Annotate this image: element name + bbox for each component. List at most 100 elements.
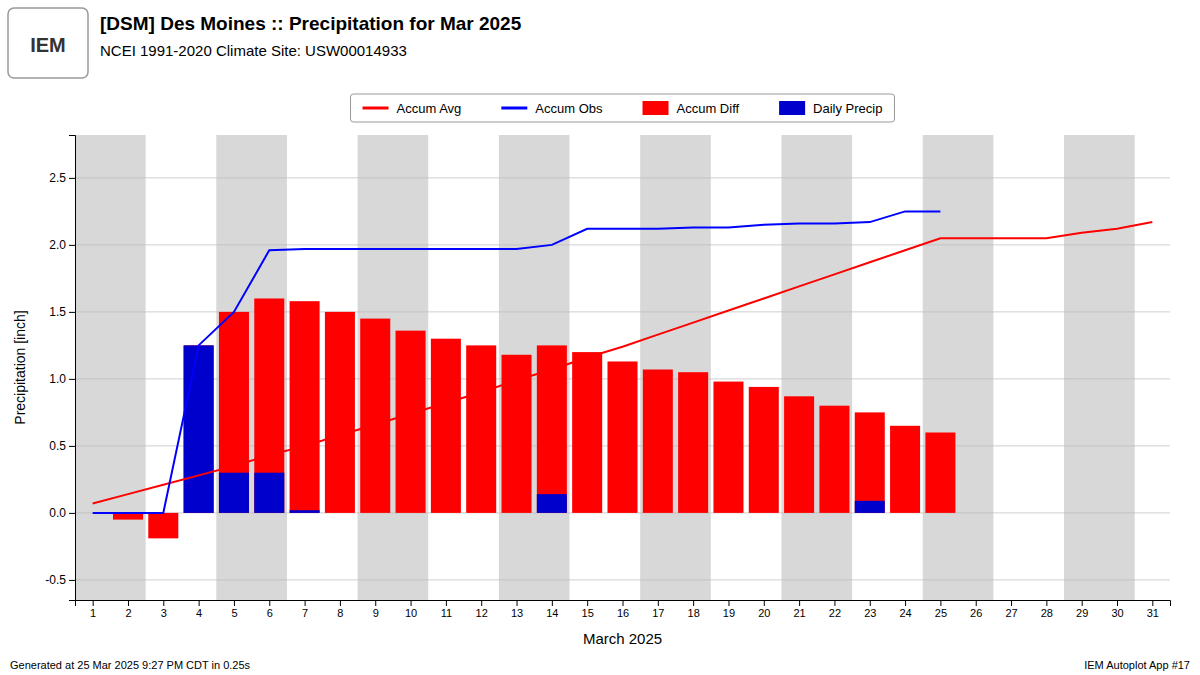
- x-tick-label: 10: [405, 607, 417, 619]
- y-tick-mark: [69, 580, 75, 581]
- x-tick-label: 30: [1111, 607, 1123, 619]
- x-tick-mark: [905, 600, 906, 606]
- grid-line: [75, 177, 1170, 178]
- footer-right: IEM Autoplot App #17: [1084, 659, 1190, 671]
- x-tick: 10: [405, 600, 417, 619]
- x-tick-mark: [1082, 600, 1083, 606]
- shade-band: [781, 135, 852, 600]
- x-tick-label: 19: [723, 607, 735, 619]
- x-tick-label: 8: [337, 607, 343, 619]
- bar: [396, 512, 426, 513]
- x-tick-mark: [411, 600, 412, 606]
- bar: [925, 432, 955, 512]
- x-tick-mark: [834, 600, 835, 606]
- bar: [643, 512, 673, 513]
- plot-area: 1234567891011121314151617181920212223242…: [12, 135, 1171, 647]
- legend-label: Accum Diff: [677, 101, 740, 116]
- bar: [219, 312, 249, 513]
- bar: [537, 494, 567, 513]
- logo-text: IEM: [30, 34, 66, 56]
- shade-bands: [75, 135, 1135, 600]
- bar: [643, 370, 673, 513]
- x-tick-label: 13: [511, 607, 523, 619]
- x-tick-mark: [552, 600, 553, 606]
- bar: [996, 512, 1026, 513]
- x-tick-mark: [517, 600, 518, 606]
- y-tick-mark: [69, 245, 75, 246]
- bar: [607, 361, 637, 512]
- x-tick: 4: [196, 600, 202, 619]
- x-tick-label: 7: [302, 607, 308, 619]
- bar: [254, 298, 284, 512]
- y-tick-label: 2.5: [49, 171, 66, 185]
- x-tick-mark: [305, 600, 306, 606]
- legend-swatch: [501, 107, 527, 110]
- shade-band: [75, 135, 146, 600]
- x-tick-mark: [870, 600, 871, 606]
- x-tick-label: 20: [758, 607, 770, 619]
- bar: [678, 372, 708, 513]
- x-tick-label: 11: [441, 607, 452, 619]
- x-axis: 1234567891011121314151617181920212223242…: [76, 600, 1171, 619]
- marks: [75, 135, 1170, 600]
- shade-band: [923, 135, 994, 600]
- x-tick-label: 6: [267, 607, 273, 619]
- x-tick: 16: [617, 600, 629, 619]
- bar: [713, 512, 743, 513]
- y-tick-mark: [69, 513, 75, 514]
- bar: [1137, 512, 1167, 513]
- x-axis-line: [76, 601, 1171, 607]
- x-tick-mark: [693, 600, 694, 606]
- x-tick-label: 27: [1005, 607, 1017, 619]
- x-tick: 26: [970, 600, 982, 619]
- bar: [1067, 512, 1097, 513]
- x-tick: 30: [1111, 600, 1123, 619]
- line: [93, 211, 941, 513]
- x-tick: 17: [652, 600, 664, 619]
- x-tick-label: 22: [829, 607, 841, 619]
- x-tick-mark: [163, 600, 164, 606]
- shade-band: [216, 135, 287, 600]
- x-tick-label: 28: [1041, 607, 1053, 619]
- y-tick-label: 0.0: [49, 506, 66, 520]
- bar: [290, 510, 320, 513]
- bar: [749, 387, 779, 513]
- x-tick-mark: [234, 600, 235, 606]
- x-tick: 18: [688, 600, 700, 619]
- shade-band: [640, 135, 711, 600]
- bar: [678, 512, 708, 513]
- bar: [713, 382, 743, 513]
- x-tick: 24: [899, 600, 911, 619]
- x-tick-mark: [446, 600, 447, 606]
- x-tick-label: 15: [582, 607, 594, 619]
- bar: [502, 355, 532, 513]
- y-tick-label: 0.5: [49, 439, 66, 453]
- y-tick-label: 2.0: [49, 238, 66, 252]
- line: [93, 222, 1153, 503]
- x-tick-mark: [728, 600, 729, 606]
- x-tick: 5: [231, 600, 237, 619]
- bar: [360, 319, 390, 513]
- bar: [325, 512, 355, 513]
- x-tick: 13: [511, 600, 523, 619]
- x-tick: 19: [723, 600, 735, 619]
- x-tick: 9: [373, 600, 379, 619]
- footer-left: Generated at 25 Mar 2025 9:27 PM CDT in …: [10, 659, 251, 671]
- x-tick-label: 25: [935, 607, 947, 619]
- bar: [749, 512, 779, 513]
- bar: [961, 512, 991, 513]
- bar: [148, 513, 178, 538]
- bar: [1102, 512, 1132, 513]
- x-tick: 15: [582, 600, 594, 619]
- bar: [890, 426, 920, 513]
- bar: [431, 339, 461, 513]
- bar-series: [113, 298, 955, 538]
- bar: [572, 352, 602, 513]
- x-tick-label: 14: [546, 607, 558, 619]
- x-tick: 31: [1147, 600, 1159, 619]
- bar: [431, 512, 461, 513]
- logo-box: [8, 8, 88, 78]
- x-tick: 25: [935, 600, 947, 619]
- y-tick: -0.5: [45, 573, 75, 587]
- x-tick: 27: [1005, 600, 1017, 619]
